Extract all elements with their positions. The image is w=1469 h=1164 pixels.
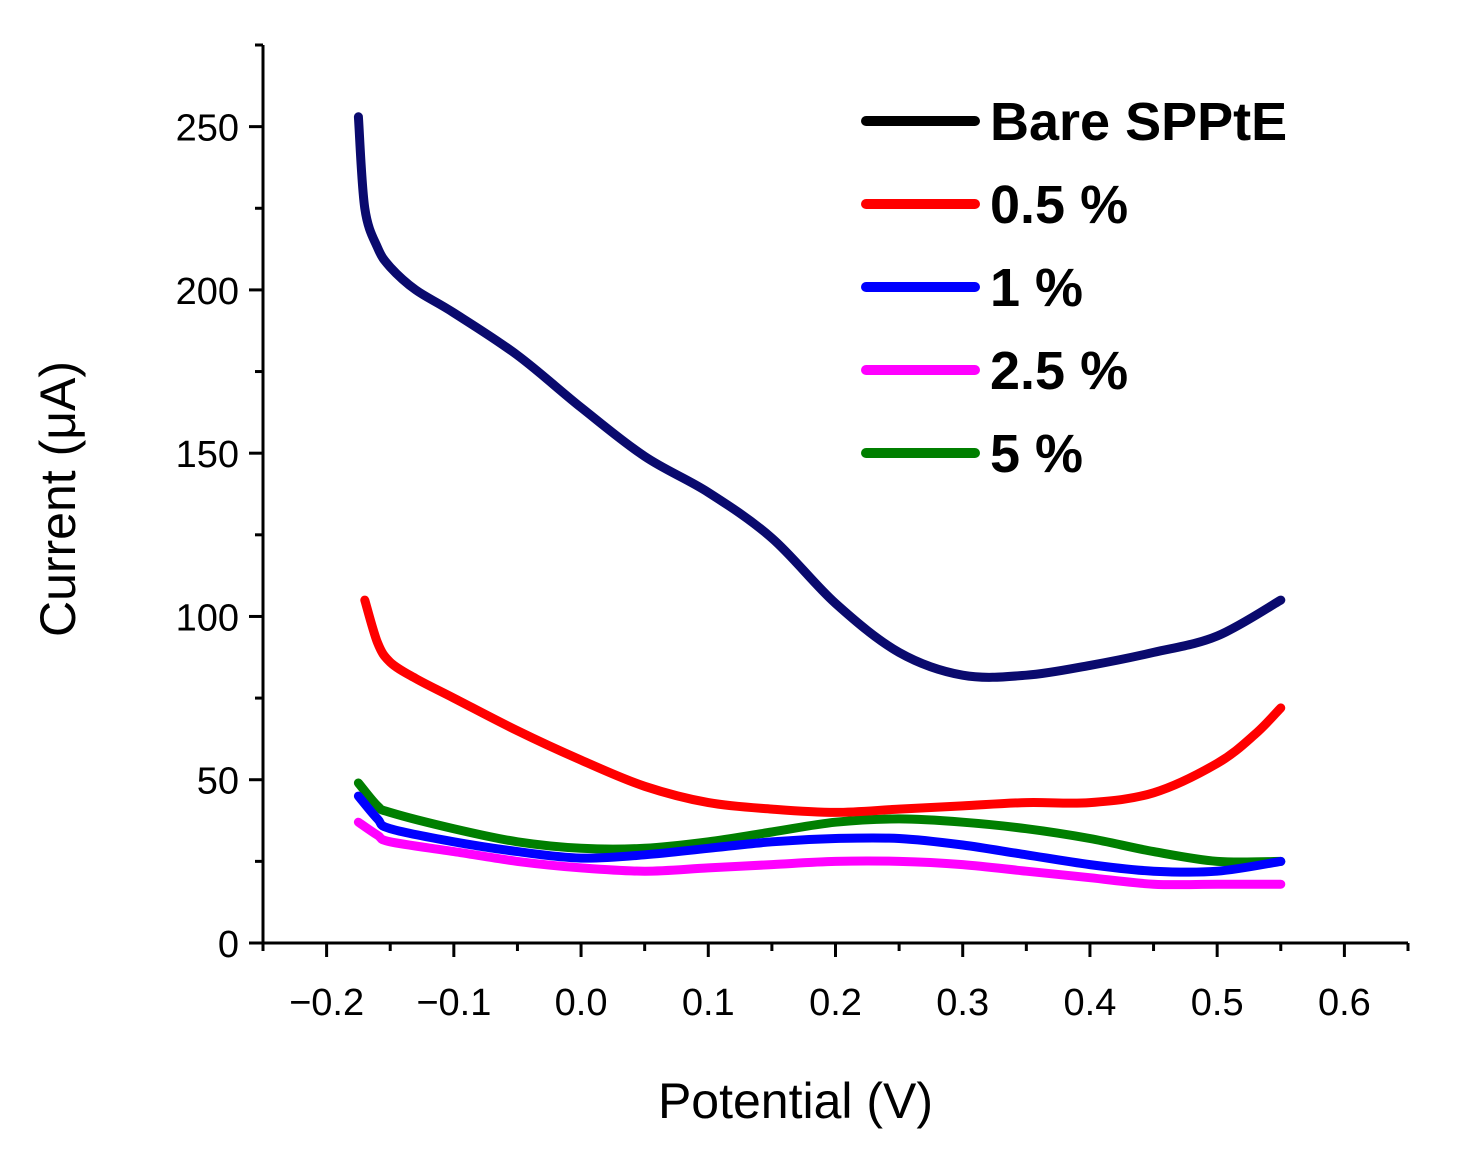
series-line-bare-sppte bbox=[353, 112, 1286, 682]
legend-label: Bare SPPtE bbox=[990, 92, 1287, 152]
series-line-0-5 bbox=[360, 595, 1286, 817]
x-tick-label: 0.6 bbox=[1318, 982, 1371, 1024]
legend-item-2-5: 2.5 % bbox=[861, 341, 1128, 401]
y-tick-label: 100 bbox=[176, 597, 239, 639]
legend-label: 2.5 % bbox=[990, 341, 1128, 401]
series-line-1 bbox=[353, 791, 1286, 877]
x-tick-label: −0.2 bbox=[289, 982, 364, 1024]
y-axis-title: Current (μA) bbox=[30, 361, 86, 637]
series-layer bbox=[353, 112, 1286, 890]
x-axis-title: Potential (V) bbox=[658, 1073, 933, 1129]
legend-label: 0.5 % bbox=[990, 175, 1128, 235]
x-tick-label: 0.2 bbox=[809, 982, 862, 1024]
y-axis-ticks: 0 50 100 150 200 250 bbox=[176, 43, 263, 966]
y-tick-label: 150 bbox=[176, 434, 239, 476]
y-tick-label: 200 bbox=[176, 271, 239, 313]
legend-item-0-5: 0.5 % bbox=[861, 175, 1128, 235]
x-axis-ticks: −0.2 −0.1 0.0 0.1 0.2 0.3 0.4 0.5 0.6 bbox=[261, 943, 1410, 1024]
series-line-2-5 bbox=[353, 817, 1286, 890]
y-tick-label: 50 bbox=[197, 761, 239, 803]
y-tick-label: 250 bbox=[176, 108, 239, 150]
legend-item-1: 1 % bbox=[861, 258, 1083, 318]
x-tick-label: 0.0 bbox=[555, 982, 608, 1024]
x-tick-label: 0.3 bbox=[936, 982, 989, 1024]
legend-item-bare-sppte: Bare SPPtE bbox=[861, 92, 1287, 152]
y-tick-label: 0 bbox=[218, 924, 239, 966]
x-tick-label: 0.4 bbox=[1064, 982, 1117, 1024]
x-tick-label: 0.1 bbox=[682, 982, 735, 1024]
legend: Bare SPPtE 0.5 % 1 % 2.5 % 5 % bbox=[861, 92, 1287, 484]
legend-label: 5 % bbox=[990, 424, 1083, 484]
legend-label: 1 % bbox=[990, 258, 1083, 318]
x-tick-label: 0.5 bbox=[1191, 982, 1244, 1024]
x-tick-label: −0.1 bbox=[416, 982, 491, 1024]
series-line-5 bbox=[353, 778, 1286, 867]
legend-item-5: 5 % bbox=[861, 424, 1083, 484]
